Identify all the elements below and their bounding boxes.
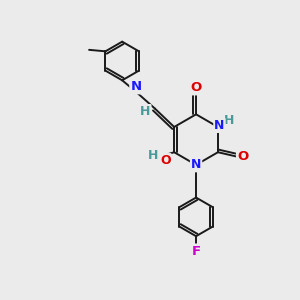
Text: O: O (190, 81, 202, 94)
Text: O: O (160, 154, 171, 167)
Text: H: H (140, 105, 151, 118)
Text: H: H (148, 149, 158, 162)
Text: H: H (224, 114, 234, 127)
Text: O: O (237, 150, 248, 163)
Text: N: N (191, 158, 201, 171)
Text: N: N (214, 119, 225, 132)
Text: F: F (191, 244, 201, 258)
Text: N: N (130, 80, 141, 93)
